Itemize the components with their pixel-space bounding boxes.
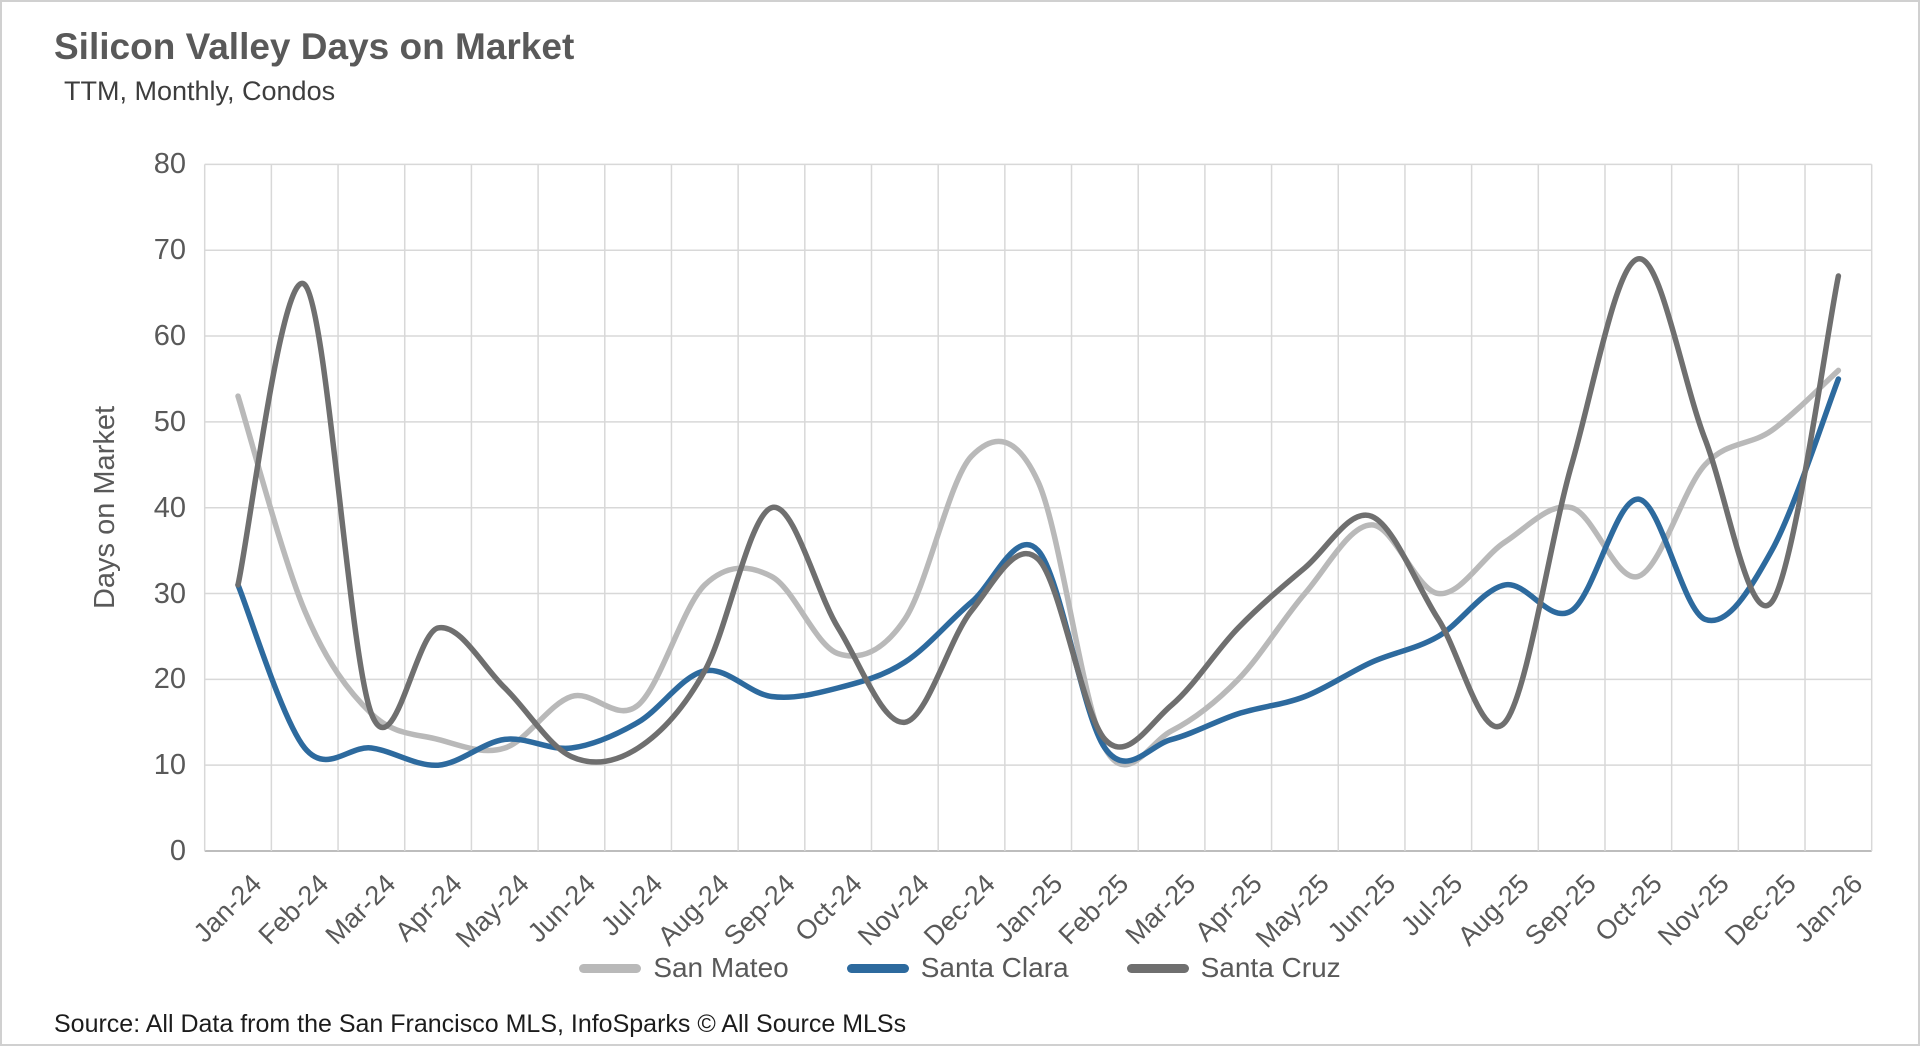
series-line-san-mateo: [235, 367, 1842, 768]
chart-legend: San Mateo Santa Clara Santa Cruz: [2, 952, 1918, 984]
legend-item-san-mateo[interactable]: San Mateo: [579, 952, 789, 984]
y-tick-label: 30: [153, 577, 186, 610]
legend-item-santa-clara[interactable]: Santa Clara: [846, 952, 1069, 984]
y-tick-label: 50: [153, 405, 186, 438]
y-tick-label: 40: [153, 491, 186, 524]
legend-swatch-santa-clara: [846, 963, 909, 973]
y-tick-label: 0: [169, 835, 186, 867]
y-tick-label: 60: [153, 320, 186, 353]
series-line-santa-cruz: [235, 256, 1842, 765]
legend-label: Santa Cruz: [1200, 952, 1341, 983]
page-subtitle: TTM, Monthly, Condos: [64, 76, 336, 106]
legend-label: Santa Clara: [920, 952, 1069, 983]
series-lines: [235, 256, 1842, 768]
page-title: Silicon Valley Days on Market: [54, 26, 575, 67]
y-tick-label: 10: [153, 749, 186, 782]
series-line-santa-clara: [235, 376, 1842, 768]
legend-label: San Mateo: [653, 952, 789, 983]
legend-swatch-san-mateo: [579, 963, 642, 973]
legend-item-santa-cruz[interactable]: Santa Cruz: [1126, 952, 1341, 984]
y-tick-label: 20: [153, 663, 186, 696]
y-tick-label: 80: [153, 148, 186, 181]
y-tick-label: 70: [153, 234, 186, 267]
horizontal-gridlines: [204, 163, 1872, 852]
legend-swatch-santa-cruz: [1126, 963, 1189, 973]
source-attribution: Source: All Data from the San Francisco …: [54, 1010, 907, 1038]
